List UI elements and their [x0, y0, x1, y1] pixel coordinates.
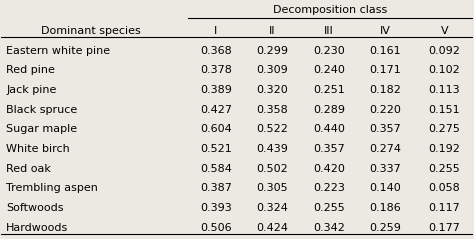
Text: Hardwoods: Hardwoods [6, 223, 68, 233]
Text: 0.230: 0.230 [313, 46, 345, 56]
Text: 0.521: 0.521 [200, 144, 232, 154]
Text: 0.092: 0.092 [428, 46, 460, 56]
Text: 0.506: 0.506 [200, 223, 232, 233]
Text: 0.117: 0.117 [428, 203, 460, 213]
Text: 0.502: 0.502 [256, 164, 288, 174]
Text: 0.274: 0.274 [369, 144, 401, 154]
Text: 0.220: 0.220 [370, 105, 401, 115]
Text: 0.309: 0.309 [256, 65, 288, 75]
Text: 0.368: 0.368 [200, 46, 232, 56]
Text: 0.522: 0.522 [256, 124, 288, 134]
Text: I: I [214, 26, 218, 36]
Text: IV: IV [380, 26, 391, 36]
Text: 0.151: 0.151 [428, 105, 460, 115]
Text: 0.255: 0.255 [313, 203, 345, 213]
Text: Eastern white pine: Eastern white pine [6, 46, 110, 56]
Text: Decomposition class: Decomposition class [273, 5, 387, 15]
Text: 0.058: 0.058 [428, 183, 460, 193]
Text: 0.240: 0.240 [313, 65, 345, 75]
Text: 0.387: 0.387 [200, 183, 232, 193]
Text: 0.342: 0.342 [313, 223, 345, 233]
Text: Trembling aspen: Trembling aspen [6, 183, 98, 193]
Text: Sugar maple: Sugar maple [6, 124, 77, 134]
Text: Black spruce: Black spruce [6, 105, 77, 115]
Text: 0.427: 0.427 [200, 105, 232, 115]
Text: 0.171: 0.171 [370, 65, 401, 75]
Text: 0.357: 0.357 [313, 144, 345, 154]
Text: 0.357: 0.357 [370, 124, 401, 134]
Text: 0.223: 0.223 [313, 183, 345, 193]
Text: 0.186: 0.186 [370, 203, 401, 213]
Text: 0.420: 0.420 [313, 164, 345, 174]
Text: 0.378: 0.378 [200, 65, 232, 75]
Text: III: III [324, 26, 334, 36]
Text: 0.440: 0.440 [313, 124, 345, 134]
Text: 0.161: 0.161 [370, 46, 401, 56]
Text: 0.251: 0.251 [313, 85, 345, 95]
Text: 0.113: 0.113 [428, 85, 460, 95]
Text: Softwoods: Softwoods [6, 203, 64, 213]
Text: 0.604: 0.604 [200, 124, 232, 134]
Text: 0.182: 0.182 [370, 85, 401, 95]
Text: 0.389: 0.389 [200, 85, 232, 95]
Text: 0.255: 0.255 [428, 164, 460, 174]
Text: Red oak: Red oak [6, 164, 51, 174]
Text: 0.584: 0.584 [200, 164, 232, 174]
Text: V: V [440, 26, 448, 36]
Text: 0.192: 0.192 [428, 144, 460, 154]
Text: 0.324: 0.324 [256, 203, 288, 213]
Text: 0.320: 0.320 [256, 85, 288, 95]
Text: 0.102: 0.102 [428, 65, 460, 75]
Text: 0.275: 0.275 [428, 124, 460, 134]
Text: 0.358: 0.358 [256, 105, 288, 115]
Text: 0.337: 0.337 [370, 164, 401, 174]
Text: 0.393: 0.393 [200, 203, 232, 213]
Text: Dominant species: Dominant species [41, 26, 141, 36]
Text: 0.424: 0.424 [256, 223, 288, 233]
Text: II: II [269, 26, 275, 36]
Text: 0.439: 0.439 [256, 144, 288, 154]
Text: White birch: White birch [6, 144, 70, 154]
Text: 0.305: 0.305 [256, 183, 288, 193]
Text: 0.177: 0.177 [428, 223, 460, 233]
Text: 0.299: 0.299 [256, 46, 288, 56]
Text: Red pine: Red pine [6, 65, 55, 75]
Text: Jack pine: Jack pine [6, 85, 56, 95]
Text: 0.140: 0.140 [370, 183, 401, 193]
Text: 0.259: 0.259 [370, 223, 401, 233]
Text: 0.289: 0.289 [313, 105, 345, 115]
